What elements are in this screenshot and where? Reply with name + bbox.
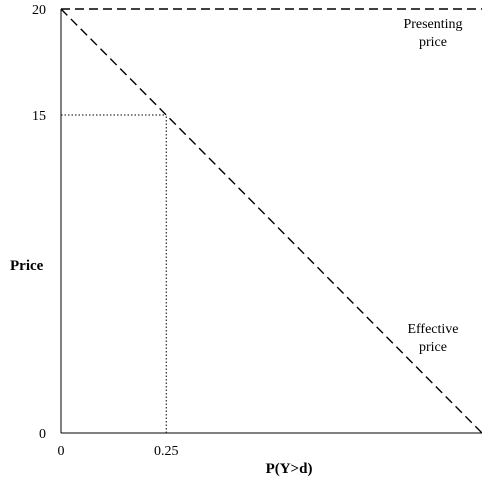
series-line-effective-price — [60, 8, 482, 434]
tick-labels: 0 15 20 0 0.25 — [32, 3, 179, 459]
plot-lines — [60, 8, 482, 434]
y-axis-title: Price — [10, 258, 44, 274]
annotation-presenting-price: Presenting price — [403, 17, 462, 50]
annotation-effective-price: Effective price — [407, 322, 458, 355]
y-tick-label: 15 — [32, 109, 46, 124]
x-axis-title: P(Y>d) — [266, 461, 313, 477]
annotations: Presenting price Effective price — [403, 17, 462, 355]
x-tick-label: 0.25 — [154, 444, 179, 459]
y-tick-label: 0 — [39, 427, 46, 442]
x-tick-label: 0 — [58, 444, 65, 459]
y-tick-label: 20 — [32, 3, 46, 18]
